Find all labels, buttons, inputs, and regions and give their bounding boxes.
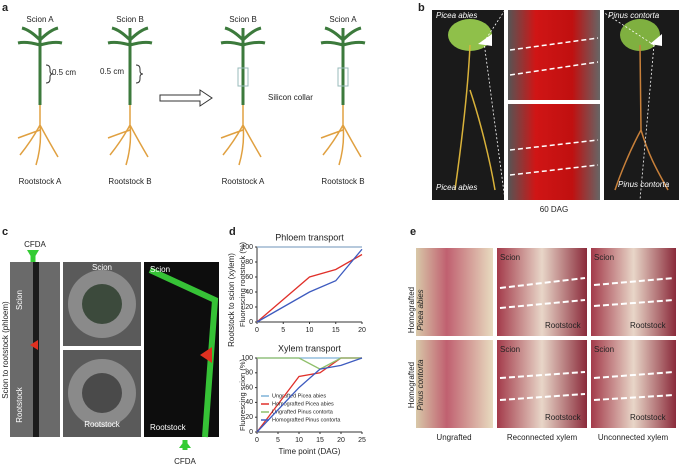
x-tick-label: 20: [358, 327, 366, 334]
strip-label: Rootstock: [15, 386, 24, 423]
scion-label: Scion A: [26, 15, 54, 24]
species-label: Picea abies: [436, 183, 477, 192]
legend-label: Ungrafted Pinus contorta: [272, 409, 334, 415]
scion-label: Scion A: [329, 15, 357, 24]
species-label: Pinus contorta: [618, 180, 670, 189]
tile-label: Scion: [594, 253, 614, 262]
column-label: Unconnected xylem: [598, 433, 669, 442]
y-axis-label: Fluorescing scion (%): [238, 358, 247, 431]
gap-label: 0.5 cm: [100, 67, 124, 76]
collar-label: Silicon collar: [268, 93, 313, 102]
plant-shoot: [17, 26, 63, 105]
y-tick-label: 40: [245, 289, 253, 296]
tile-label: Rootstock: [630, 413, 667, 422]
series-line: [256, 357, 363, 433]
collar: [337, 67, 349, 87]
chart-title: Xylem transport: [278, 343, 342, 353]
x-tick-label: 10: [306, 327, 314, 334]
tile-label: Rootstock: [630, 321, 667, 330]
x-tick-label: 0: [255, 437, 259, 444]
long-label: Scion: [150, 265, 170, 274]
long-label: Rootstock: [150, 423, 187, 432]
legend-label: Homografted Pinus contorta: [272, 417, 341, 423]
tile-label: Scion: [594, 345, 614, 354]
cross-label: Rootstock: [84, 420, 121, 429]
column-label: Ungrafted: [436, 433, 471, 442]
rootstock-label: Rootstock A: [222, 177, 265, 186]
chart-title: Phloem transport: [275, 232, 344, 242]
plant-root: [17, 105, 59, 166]
rootstock-label: Rootstock B: [321, 177, 364, 186]
column-label: Reconnected xylem: [507, 433, 578, 442]
gap-bracket: [45, 64, 54, 84]
caption: 60 DAG: [540, 205, 568, 214]
panel-label: d: [229, 226, 236, 238]
plant-shoot: [220, 26, 266, 105]
gap-bracket: [135, 64, 144, 84]
panel-label: a: [2, 2, 9, 14]
y-tick-label: 60: [245, 384, 253, 391]
legend-label: Homografted Picea abies: [272, 401, 334, 407]
row-label: Picea abies: [416, 289, 425, 330]
plant-shoot: [107, 26, 153, 105]
dye-label: CFDA: [24, 240, 46, 249]
y-tick-label: 20: [245, 414, 253, 421]
x-tick-label: 5: [281, 327, 285, 334]
cross-label: Scion: [92, 263, 112, 272]
y-tick-label: 80: [245, 259, 253, 266]
row-label: Homografted: [407, 287, 416, 333]
x-tick-label: 15: [332, 327, 340, 334]
tile-label: Rootstock: [545, 321, 582, 330]
dye-label: CFDA: [174, 457, 196, 466]
strip-label: Scion: [15, 290, 24, 310]
y-tick-label: 0: [249, 319, 253, 326]
y-axis-label: Fluorescing rootstock (%): [238, 241, 247, 327]
panel-label: c: [2, 226, 8, 238]
x-tick-label: 15: [316, 437, 324, 444]
x-tick-label: 10: [295, 437, 303, 444]
plant-shoot: [320, 26, 366, 105]
y-tick-label: 40: [245, 399, 253, 406]
x-axis-label: Time point (DAG): [279, 447, 341, 456]
y-tick-label: 80: [245, 370, 253, 377]
plant-root: [220, 105, 262, 166]
plant-root: [107, 105, 149, 166]
x-tick-label: 5: [276, 437, 280, 444]
x-tick-label: 20: [337, 437, 345, 444]
rootstock-label: Rootstock B: [108, 177, 151, 186]
rootstock-label: Rootstock A: [19, 177, 62, 186]
tile-label: Scion: [500, 345, 520, 354]
scion-label: Scion B: [229, 15, 257, 24]
y-tick-label: 20: [245, 304, 253, 311]
side-label: Scion to rootstock (phloem): [1, 301, 10, 399]
species-label: Pinus contorta: [608, 11, 660, 20]
y-tick-label: 0: [249, 429, 253, 436]
tile-label: Rootstock: [545, 413, 582, 422]
plant-root: [320, 105, 362, 166]
x-tick-label: 0: [255, 327, 259, 334]
texts: a b c d e Scion A Scion B Scion B Scion …: [1, 2, 670, 466]
series-line: [256, 248, 363, 323]
species-label: Picea abies: [436, 11, 477, 20]
row-label: Pinus contorta: [416, 359, 425, 411]
y-tick-label: 100: [241, 355, 253, 362]
legend-label: Ungrafted Picea abies: [272, 393, 326, 399]
tile-label: Scion: [500, 253, 520, 262]
scion-label: Scion B: [116, 15, 144, 24]
side-label: Rootstock to scion (xylem): [227, 253, 236, 347]
images: [10, 9, 679, 450]
gap-label: 0.5 cm: [52, 68, 76, 77]
x-tick-label: 25: [358, 437, 366, 444]
y-tick-label: 60: [245, 274, 253, 281]
row-label: Homografted: [407, 362, 416, 408]
collar: [237, 67, 249, 87]
panel-label: e: [410, 226, 416, 238]
series-line: [256, 253, 363, 323]
panel-label: b: [418, 2, 425, 14]
y-tick-label: 100: [241, 244, 253, 251]
